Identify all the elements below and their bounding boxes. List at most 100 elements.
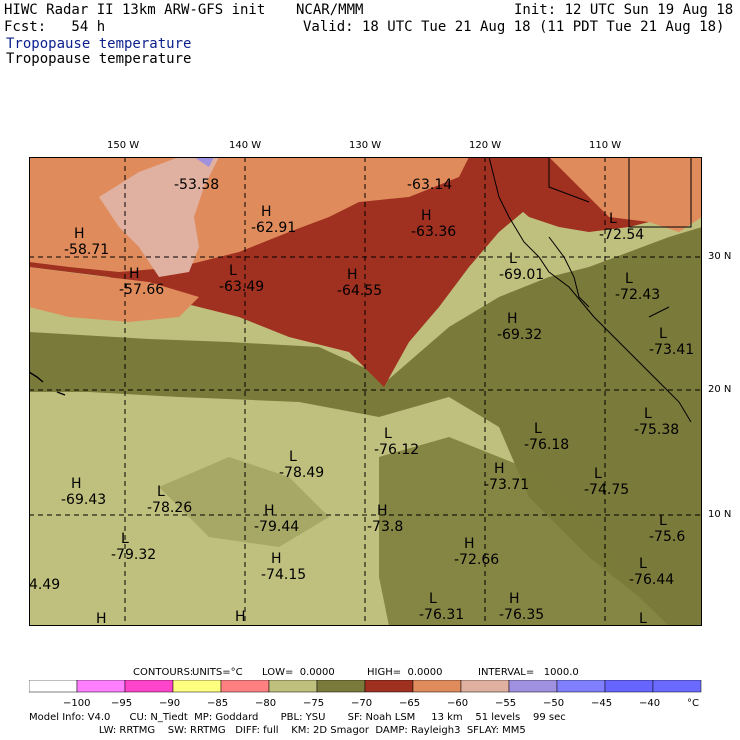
hl-value: -76.12 <box>374 442 419 458</box>
hl-letter: L <box>659 326 667 342</box>
hl-letter: H <box>509 591 520 607</box>
hl-value: -72.43 <box>615 287 660 303</box>
lon-label-150w: 150 W <box>107 140 140 151</box>
legend-swatch <box>220 680 270 693</box>
legend-swatch <box>76 680 126 693</box>
hl-letter: L <box>121 531 129 547</box>
hl-value: -76.44 <box>629 572 674 588</box>
field-name-2: Tropopause temperature <box>6 51 192 67</box>
hl-value: -74.75 <box>584 482 629 498</box>
hl-letter: L <box>289 449 297 465</box>
color-legend: −100 −95 −90 −85 −80 −75 −70 −65 −60 −55 −50 −45 −40… <box>29 680 702 709</box>
footer-line-1: Model Info: V4.0 CU: N_Tiedt MP: Goddard… <box>29 712 566 723</box>
legend-label: −40 <box>639 698 660 709</box>
hl-letter: H <box>347 267 358 283</box>
legend-label: °C <box>687 698 699 709</box>
band-orange-sw <box>29 267 199 322</box>
legend-label: −65 <box>399 698 420 709</box>
hl-letter: H <box>71 476 82 492</box>
legend-label: −75 <box>303 698 324 709</box>
band-olive <box>29 227 702 626</box>
hl-letter: L <box>384 426 392 442</box>
header-fcst: Fcst: 54 h <box>4 19 106 35</box>
hl-value: -73.41 <box>649 342 694 358</box>
lat-label-20n: 20 N <box>708 384 732 395</box>
hl-value: -77.24 <box>225 625 270 626</box>
header-org: NCAR/MMM <box>296 2 364 18</box>
hl-letter: L <box>229 263 237 279</box>
state-borders <box>548 157 692 318</box>
legend-swatch <box>268 680 318 693</box>
hl-letter: H <box>494 461 505 477</box>
high-label: HIGH= 0.0000 <box>367 667 443 678</box>
contours-label: CONTOURS: <box>133 667 194 678</box>
hl-value: -76.31 <box>419 607 464 623</box>
hl-letter: H <box>271 551 282 567</box>
legend-swatch <box>604 680 654 693</box>
hl-value: -75.6 <box>649 529 685 545</box>
hl-value: -69.01 <box>499 267 544 283</box>
hl-letter: L <box>534 421 542 437</box>
hl-letter: H <box>74 226 85 242</box>
hl-value: -76.35 <box>499 607 544 623</box>
band-pink-blob <box>194 157 214 167</box>
hl-letter: H <box>129 266 140 282</box>
legend-swatch <box>124 680 174 693</box>
hl-letter: H <box>235 609 246 625</box>
legend-swatch <box>556 680 606 693</box>
lat-label-30n: 30 N <box>708 251 732 262</box>
coastline <box>488 157 692 423</box>
tropopause-temperature-map: -53.58 -63.14H-58.71H-62.91H-63.36L-72.54… <box>29 157 702 626</box>
hl-value: -78.49 <box>279 465 324 481</box>
hl-value: -73.71 <box>484 477 529 493</box>
hl-letter: H <box>464 536 475 552</box>
hl-letter: L <box>429 591 437 607</box>
hl-value: -72.54 <box>599 227 644 243</box>
hl-letter: L <box>594 466 602 482</box>
band-olive-south <box>379 437 669 626</box>
hawaii-islands <box>29 371 66 396</box>
hl-value: -73.8 <box>367 519 403 535</box>
legend-label: −100 <box>63 698 90 709</box>
legend-swatch <box>172 680 222 693</box>
hl-value: -69.32 <box>497 327 542 343</box>
legend-label: −70 <box>351 698 372 709</box>
hl-value: -64.55 <box>337 283 382 299</box>
hl-value: -75.38 <box>634 422 679 438</box>
field-name-1: Tropopause temperature <box>6 36 192 52</box>
lon-label-120w: 120 W <box>469 140 502 151</box>
hl-letter: H <box>377 503 388 519</box>
interval-label: INTERVAL= 1000.0 <box>478 667 579 678</box>
hl-value: -63.14 <box>407 177 452 193</box>
hl-value: -76.18 <box>524 437 569 453</box>
hl-value: -74.15 <box>261 567 306 583</box>
hl-letter: L <box>157 484 165 500</box>
grid-lines <box>29 157 702 626</box>
hl-value: -57.66 <box>119 282 164 298</box>
legend-label: −95 <box>111 698 132 709</box>
legend-label: −60 <box>447 698 468 709</box>
hl-value: -79.32 <box>111 547 156 563</box>
legend-swatch <box>29 680 78 693</box>
hl-value: -79.44 <box>254 519 299 535</box>
hl-value: -69.43 <box>61 492 106 508</box>
hl-value: -78.26 <box>147 500 192 516</box>
header-title: HIWC Radar II 13km ARW-GFS init <box>4 2 266 18</box>
hl-letter: H <box>96 611 107 626</box>
low-label: LOW= 0.0000 <box>262 667 335 678</box>
hl-value: -62.91 <box>251 220 296 236</box>
hl-letter: L <box>639 611 647 626</box>
legend-swatch <box>460 680 510 693</box>
hl-value: -63.49 <box>219 279 264 295</box>
header-init: Init: 12 UTC Sun 19 Aug 18 <box>514 2 734 18</box>
legend-label: −50 <box>543 698 564 709</box>
hl-value: 4.49 <box>29 577 60 593</box>
hl-letter: H <box>421 208 432 224</box>
legend-swatch <box>508 680 558 693</box>
band-olive-patch <box>159 457 329 547</box>
lon-label-110w: 110 W <box>589 140 622 151</box>
hl-value: -53.58 <box>174 177 219 193</box>
legend-swatch <box>652 680 702 693</box>
legend-label: −85 <box>207 698 228 709</box>
header-valid: Valid: 18 UTC Tue 21 Aug 18 (11 PDT Tue … <box>303 19 725 35</box>
